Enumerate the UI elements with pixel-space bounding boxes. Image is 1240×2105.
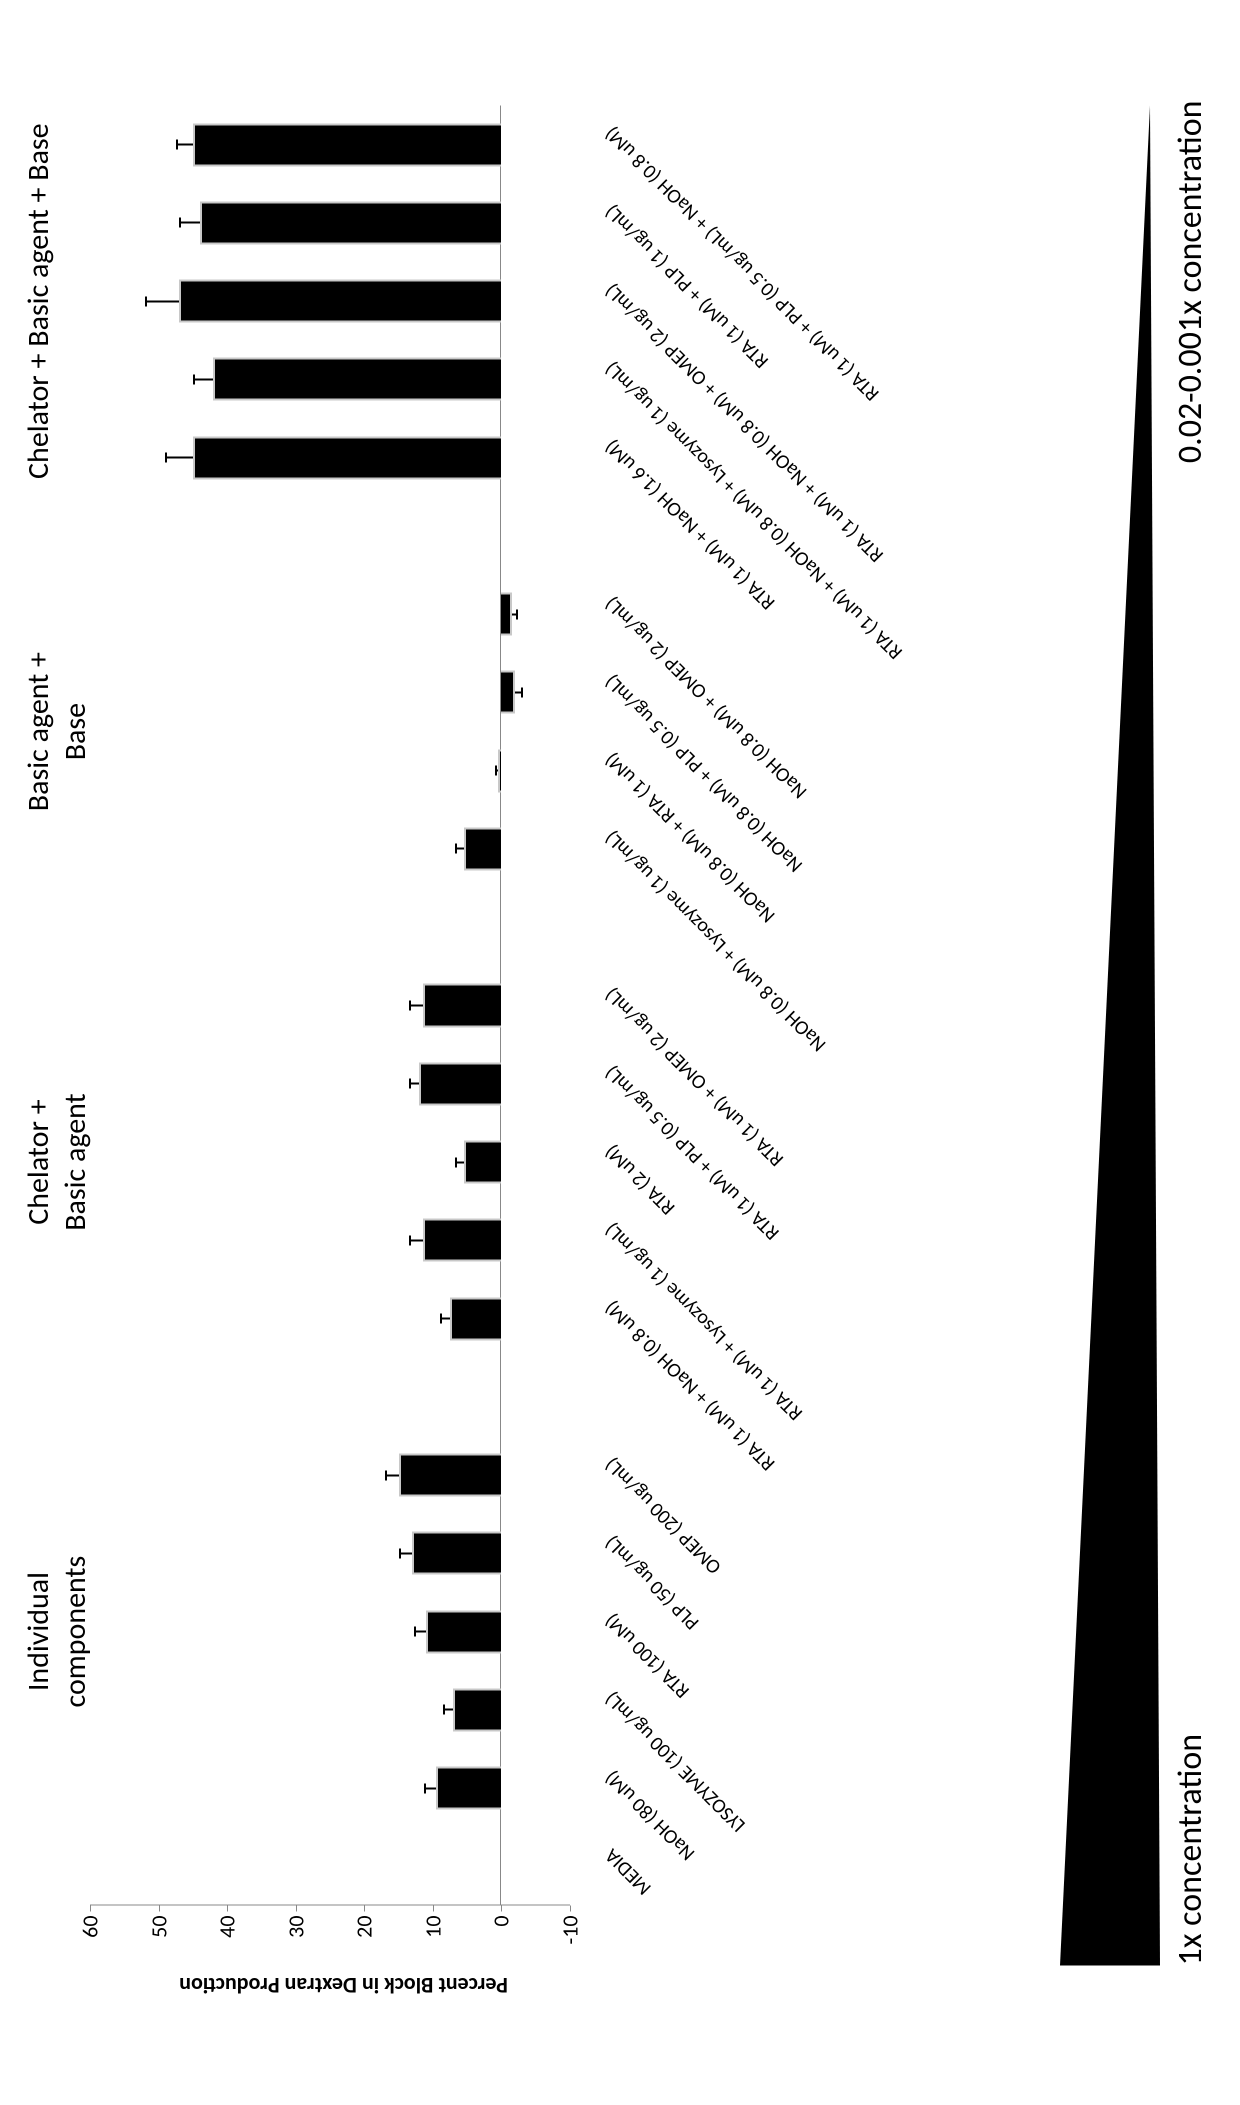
y-axis-label: Percent Block in Dextran Production xyxy=(104,1972,584,1999)
bar xyxy=(426,1610,501,1653)
bar xyxy=(412,1531,501,1574)
y-tick xyxy=(570,1905,571,1911)
bar xyxy=(419,1062,501,1105)
error-cap xyxy=(409,1078,411,1088)
rotated-stage: Percent Block in Dextran Production -100… xyxy=(0,0,1240,2105)
x-labels-region: MEDIANaOH (80 uM)LYSOZYME (100 ug/mL)RTA… xyxy=(580,105,590,1905)
error-cap xyxy=(409,1000,411,1010)
error-cap xyxy=(145,296,147,306)
x-tick-label: RTA (1 uM) + PLP (0.5 ug/mL) + NaOH (0.8… xyxy=(600,121,884,405)
y-tick xyxy=(296,1905,297,1911)
bar xyxy=(399,1453,502,1496)
bar xyxy=(179,279,501,322)
error-cap xyxy=(385,1470,387,1480)
error-bar xyxy=(409,1239,423,1241)
y-tick-label: 0 xyxy=(488,1915,515,1926)
x-tick-label: RTA (1 uM) + NaOH (0.8 uM) + Lysozyme (1… xyxy=(600,356,908,664)
bar xyxy=(450,1297,501,1340)
bar xyxy=(453,1688,501,1731)
error-cap xyxy=(516,609,518,619)
error-cap xyxy=(165,452,167,462)
error-cap xyxy=(414,1626,416,1636)
error-bar xyxy=(165,456,192,458)
error-cap xyxy=(409,1235,411,1245)
y-tick xyxy=(159,1905,160,1911)
bar xyxy=(498,749,501,792)
group-label: Chelator + Basic agent + Base xyxy=(20,1,57,601)
bar xyxy=(501,670,515,713)
error-bar xyxy=(399,1552,413,1554)
error-cap xyxy=(399,1548,401,1558)
error-cap xyxy=(455,843,457,853)
y-axis xyxy=(90,1904,570,1905)
y-tick-label: 20 xyxy=(351,1915,378,1937)
error-cap xyxy=(455,1157,457,1167)
error-cap xyxy=(440,1313,442,1323)
y-tick-label: 30 xyxy=(282,1915,309,1937)
y-tick xyxy=(364,1905,365,1911)
bar xyxy=(436,1766,501,1809)
concentration-right-label: 0.02-0.001x concentration xyxy=(1170,100,1211,463)
concentration-triangle xyxy=(1060,105,1160,1965)
bar xyxy=(464,827,502,870)
bar xyxy=(193,123,502,166)
error-bar xyxy=(179,221,200,223)
error-bar xyxy=(193,378,214,380)
error-cap xyxy=(193,374,195,384)
x-tick-label: LYSOZYME (100 ug/mL) xyxy=(600,1686,750,1836)
plot-region: -100102030405060 xyxy=(90,105,570,1905)
error-cap xyxy=(521,687,523,697)
triangle-icon xyxy=(1060,105,1160,1965)
x-tick-label: RTA (1 uM) + NaOH (0.8 uM) + OMEP (2 ug/… xyxy=(600,278,889,567)
y-tick-label: 10 xyxy=(419,1915,446,1937)
y-tick xyxy=(227,1905,228,1911)
error-cap xyxy=(424,1783,426,1793)
bar xyxy=(423,1218,502,1261)
chart-area: Percent Block in Dextran Production -100… xyxy=(90,105,610,1965)
x-tick-label: RTA (2 uM) xyxy=(600,1139,680,1219)
error-cap xyxy=(179,217,181,227)
concentration-left-label: 1x concentration xyxy=(1170,1733,1211,1965)
bar xyxy=(193,436,502,479)
bar xyxy=(213,357,501,400)
error-bar xyxy=(145,300,179,302)
error-cap xyxy=(443,1704,445,1714)
y-tick xyxy=(433,1905,434,1911)
y-tick-label: 50 xyxy=(145,1915,172,1937)
error-cap xyxy=(495,765,497,775)
error-cap xyxy=(176,139,178,149)
error-bar xyxy=(385,1474,399,1476)
bar xyxy=(464,1140,502,1183)
bar xyxy=(423,984,502,1027)
y-tick-label: 40 xyxy=(214,1915,241,1937)
error-bar xyxy=(409,1004,423,1006)
bar xyxy=(200,201,502,244)
y-tick-label: -10 xyxy=(557,1915,584,1944)
error-bar xyxy=(176,143,193,145)
y-tick xyxy=(501,1905,502,1911)
x-tick-label: MEDIA xyxy=(600,1843,656,1899)
bar xyxy=(501,592,511,635)
